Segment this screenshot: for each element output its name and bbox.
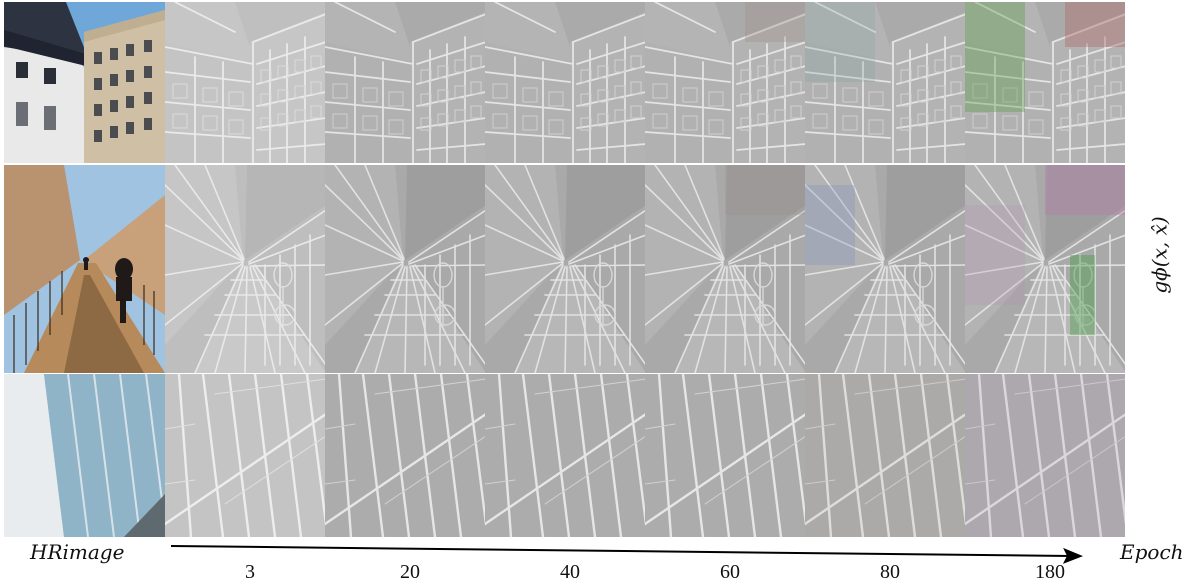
row-building bbox=[4, 2, 1125, 163]
edge-map-bridge-epoch-60 bbox=[645, 165, 806, 373]
epoch-tick-3: 3 bbox=[245, 561, 255, 583]
row-bridge bbox=[4, 165, 1125, 373]
edge-map-glass-epoch-40 bbox=[485, 374, 646, 537]
epoch-tick-20: 20 bbox=[400, 561, 420, 583]
edge-map-building-epoch-40 bbox=[485, 2, 646, 163]
epoch-axis-label: Epoch bbox=[1120, 540, 1184, 564]
hr-photo-glass bbox=[4, 374, 165, 537]
epoch-tick-80: 80 bbox=[880, 561, 900, 583]
edge-map-bridge-epoch-80 bbox=[805, 165, 966, 373]
edge-map-glass-epoch-60 bbox=[645, 374, 806, 537]
hr-image-label: HRimage bbox=[30, 540, 125, 564]
hr-photo-bridge bbox=[4, 165, 165, 373]
edge-map-glass-epoch-180 bbox=[965, 374, 1125, 537]
edge-map-bridge-epoch-180 bbox=[965, 165, 1125, 373]
edge-map-building-epoch-60 bbox=[645, 2, 806, 163]
edge-map-bridge-epoch-20 bbox=[325, 165, 486, 373]
edge-map-building-epoch-180 bbox=[965, 2, 1125, 163]
epoch-tick-60: 60 bbox=[720, 561, 740, 583]
edge-map-building-epoch-3 bbox=[165, 2, 326, 163]
epoch-arrow bbox=[170, 545, 1083, 564]
edge-map-bridge-epoch-3 bbox=[165, 165, 326, 373]
epoch-tick-180: 180 bbox=[1035, 561, 1065, 583]
y-axis-label: gϕ(x, x̂) bbox=[1140, 200, 1180, 310]
image-grid bbox=[4, 2, 1125, 537]
edge-map-building-epoch-80 bbox=[805, 2, 966, 163]
edge-map-glass-epoch-20 bbox=[325, 374, 486, 537]
edge-map-bridge-epoch-40 bbox=[485, 165, 646, 373]
row-glass bbox=[4, 374, 1125, 537]
epoch-tick-40: 40 bbox=[560, 561, 580, 583]
edge-map-glass-epoch-80 bbox=[805, 374, 966, 537]
edge-map-building-epoch-20 bbox=[325, 2, 486, 163]
edge-map-glass-epoch-3 bbox=[165, 374, 326, 537]
g-phi-label: gϕ(x, x̂) bbox=[1148, 216, 1173, 294]
hr-photo-building bbox=[4, 2, 165, 163]
